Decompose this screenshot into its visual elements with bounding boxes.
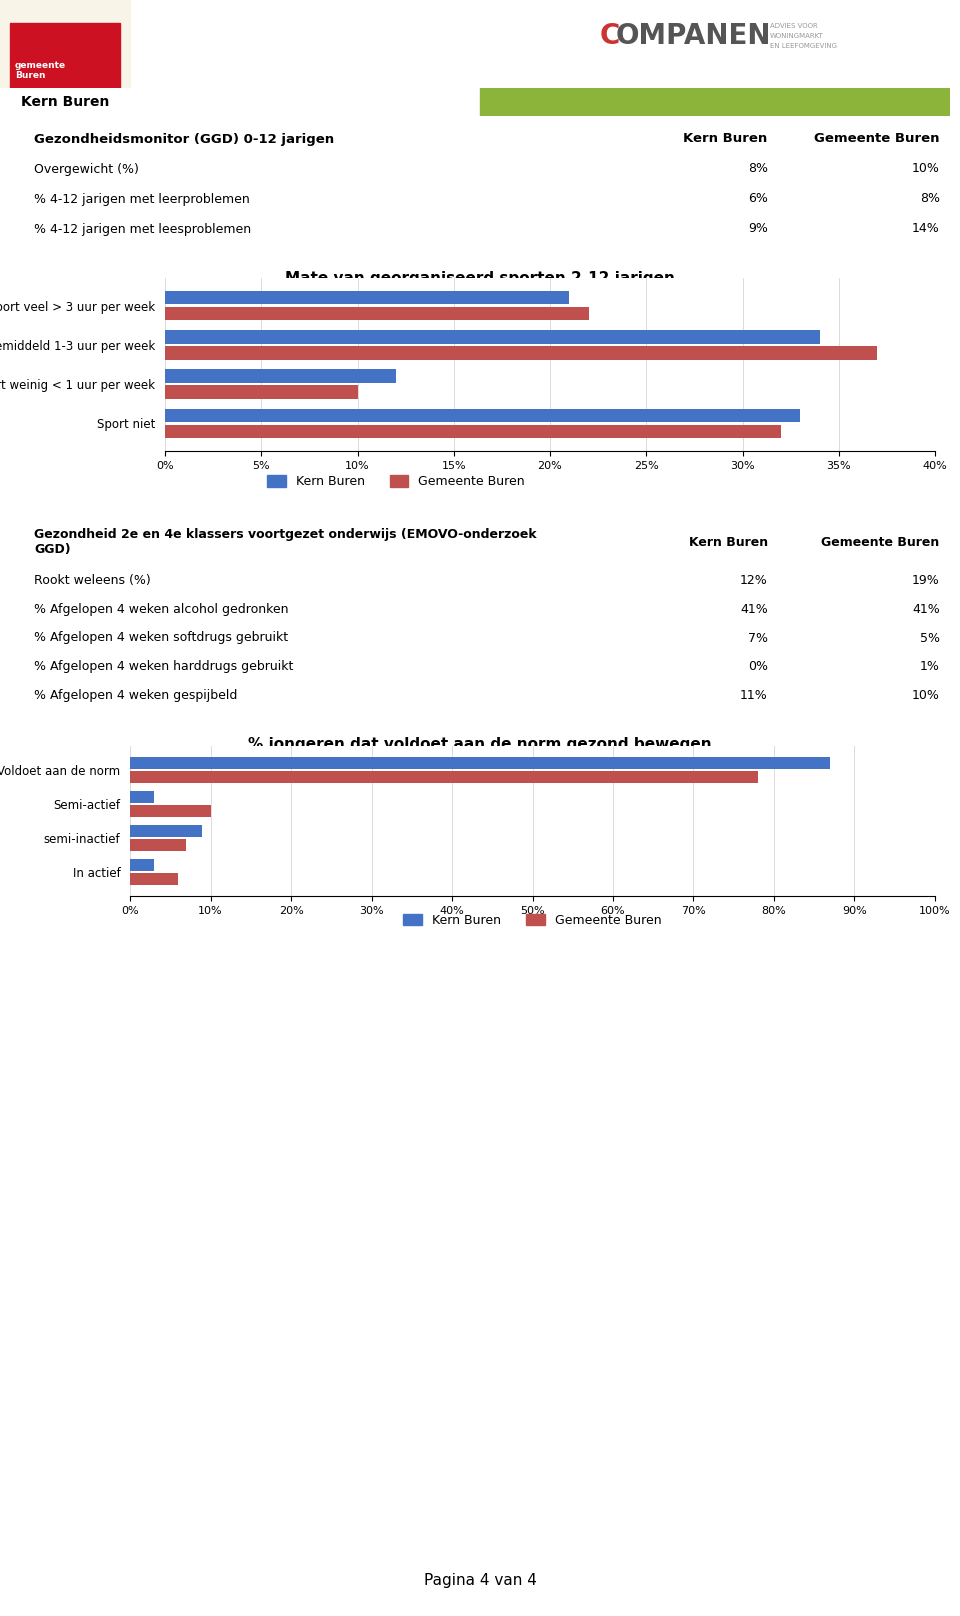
Bar (130, 805, 210, 818)
Text: % 4-12 jarigen met leerproblemen: % 4-12 jarigen met leerproblemen (34, 192, 250, 205)
Legend: Kern Buren, Gemeente Buren: Kern Buren, Gemeente Buren (262, 470, 530, 493)
Text: Gezondheidsmonitor (GGD) 0-12 jarigen: Gezondheidsmonitor (GGD) 0-12 jarigen (34, 133, 334, 145)
Bar (130, 826, 203, 837)
Bar (165, 307, 588, 320)
Bar (480, 87, 950, 116)
Text: 11%: 11% (740, 688, 768, 701)
Bar (165, 330, 820, 344)
Text: 10%: 10% (912, 688, 940, 701)
Text: Gemeente Buren: Gemeente Buren (814, 133, 940, 145)
Text: 19%: 19% (912, 574, 940, 587)
Text: Rookt weleens (%): Rookt weleens (%) (34, 574, 151, 587)
Legend: Kern Buren, Gemeente Buren: Kern Buren, Gemeente Buren (398, 908, 666, 932)
Bar (130, 860, 155, 871)
Bar (165, 368, 396, 383)
Text: OMPANEN: OMPANEN (616, 23, 772, 50)
Text: 1%: 1% (920, 661, 940, 674)
Text: Gezondheid 2e en 4e klassers voortgezet onderwijs (EMOVO-onderzoek
GGD): Gezondheid 2e en 4e klassers voortgezet … (34, 528, 537, 556)
Text: Kern Buren: Kern Buren (21, 95, 109, 108)
Text: Kern Buren: Kern Buren (684, 133, 768, 145)
Text: 5%: 5% (920, 632, 940, 645)
Text: EN LEEFOMGEVING: EN LEEFOMGEVING (770, 44, 837, 48)
Text: C: C (600, 23, 620, 50)
Bar (130, 771, 757, 782)
Text: WONINGMARKT: WONINGMARKT (770, 32, 824, 39)
Text: Pagina 4 van 4: Pagina 4 van 4 (423, 1574, 537, 1589)
Text: % Afgelopen 4 weken gespijbeld: % Afgelopen 4 weken gespijbeld (34, 688, 237, 701)
Text: gemeente
Buren: gemeente Buren (15, 60, 66, 81)
Text: % jongeren dat voldoet aan de norm gezond bewegen: % jongeren dat voldoet aan de norm gezon… (249, 737, 711, 751)
Bar (165, 291, 569, 304)
Bar (130, 756, 830, 769)
Text: % Afgelopen 4 weken alcohol gedronken: % Afgelopen 4 weken alcohol gedronken (34, 603, 288, 616)
Text: Gemeente Buren: Gemeente Buren (822, 535, 940, 548)
Bar (130, 790, 155, 803)
Text: % 4-12 jarigen met leesproblemen: % 4-12 jarigen met leesproblemen (34, 223, 251, 236)
Text: 6%: 6% (748, 192, 768, 205)
Text: 14%: 14% (912, 223, 940, 236)
Text: 41%: 41% (912, 603, 940, 616)
Bar (165, 425, 781, 438)
Text: 9%: 9% (748, 223, 768, 236)
Text: 10%: 10% (912, 163, 940, 176)
Bar (130, 873, 179, 886)
Text: 0%: 0% (748, 661, 768, 674)
Bar (130, 839, 186, 852)
Text: % Afgelopen 4 weken softdrugs gebruikt: % Afgelopen 4 weken softdrugs gebruikt (34, 632, 288, 645)
Text: 8%: 8% (748, 163, 768, 176)
Bar (165, 385, 357, 399)
Bar (165, 346, 877, 360)
Text: 8%: 8% (920, 192, 940, 205)
Bar (165, 409, 801, 422)
Text: Overgewicht (%): Overgewicht (%) (34, 163, 139, 176)
Text: 7%: 7% (748, 632, 768, 645)
Text: 12%: 12% (740, 574, 768, 587)
Text: Mate van georganiseerd sporten 2-12 jarigen: Mate van georganiseerd sporten 2-12 jari… (285, 271, 675, 286)
Text: ADVIES VOOR: ADVIES VOOR (770, 23, 818, 29)
Text: % Afgelopen 4 weken harddrugs gebruikt: % Afgelopen 4 weken harddrugs gebruikt (34, 661, 293, 674)
Text: Kern Buren: Kern Buren (688, 535, 768, 548)
Text: 41%: 41% (740, 603, 768, 616)
Bar (0, 0, 130, 87)
Bar (10, 23, 120, 87)
